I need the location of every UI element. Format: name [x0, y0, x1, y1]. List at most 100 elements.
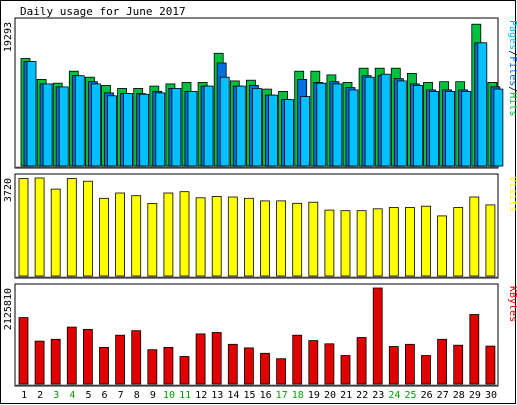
bar-visits-day-29 [469, 196, 480, 277]
bar-visits-day-12 [195, 197, 206, 277]
bar-visits-day-1 [18, 178, 29, 277]
x-tick-label-day-18: 18 [292, 390, 304, 401]
bar-visits-day-23 [372, 208, 383, 277]
bar-visits-day-25 [404, 207, 415, 277]
y-max-label: 19293 [3, 22, 14, 52]
x-tick-label-day-29: 29 [469, 390, 481, 401]
x-tick-label-day-27: 27 [437, 390, 449, 401]
bar-kbytes-day-11 [179, 356, 190, 385]
bar-pages-day-7 [123, 93, 133, 167]
bar-pages-day-30 [493, 88, 504, 167]
bar-pages-day-17 [284, 99, 295, 167]
panel-frame [14, 173, 499, 279]
bar-kbytes-day-16 [260, 352, 270, 385]
bar-visits-day-27 [437, 215, 448, 277]
bar-visits-day-5 [83, 180, 93, 277]
bar-kbytes-day-1 [18, 317, 29, 385]
bar-visits-day-7 [115, 192, 125, 277]
bar-pages-day-12 [203, 85, 214, 167]
bar-visits-day-19 [308, 201, 319, 277]
bar-pages-day-26 [429, 91, 439, 167]
bar-kbytes-day-12 [195, 333, 206, 385]
bar-pages-day-24 [396, 80, 407, 167]
x-tick-label-day-15: 15 [243, 390, 255, 401]
legend-segment: Visits [507, 176, 517, 212]
x-tick-label-day-30: 30 [485, 390, 497, 401]
bar-pages-day-15 [251, 88, 262, 167]
bar-kbytes-day-5 [83, 328, 93, 385]
bar-visits-day-2 [34, 177, 45, 277]
bar-pages-day-27 [445, 91, 456, 167]
bar-kbytes-day-9 [147, 349, 158, 385]
bar-visits-day-9 [147, 203, 158, 277]
legend-label: KBytes [507, 286, 517, 322]
x-tick-label-day-5: 5 [85, 390, 91, 401]
x-tick-label-day-6: 6 [101, 390, 107, 401]
bar-visits-day-15 [243, 197, 254, 277]
x-tick-label-day-26: 26 [421, 390, 433, 401]
bar-pages-day-3 [58, 86, 69, 167]
x-tick-label-day-14: 14 [227, 390, 239, 401]
x-tick-label-day-7: 7 [118, 390, 124, 401]
x-tick-label-day-11: 11 [179, 390, 191, 401]
y-max-label: 2125810 [3, 288, 14, 330]
bar-kbytes-day-25 [404, 343, 415, 385]
bar-kbytes-day-26 [421, 355, 431, 385]
bar-kbytes-day-27 [437, 338, 448, 385]
bar-kbytes-day-30 [485, 345, 496, 385]
bar-visits-day-16 [260, 200, 270, 277]
bar-visits-day-14 [227, 196, 238, 277]
bar-kbytes-day-17 [276, 358, 287, 385]
bar-pages-day-11 [187, 91, 198, 167]
bar-kbytes-day-2 [34, 340, 45, 385]
bar-pages-day-2 [42, 83, 53, 167]
panel-kbytes: 2125810 KBytes [3, 283, 517, 387]
bar-pages-day-8 [139, 93, 150, 167]
bar-kbytes-day-7 [115, 334, 125, 385]
bar-pages-day-22 [364, 76, 375, 167]
bar-visits-day-17 [276, 200, 287, 277]
x-tick-label-day-16: 16 [260, 390, 272, 401]
bar-visits-day-4 [66, 178, 77, 277]
bar-pages-day-6 [107, 95, 117, 167]
x-tick-label-day-23: 23 [372, 390, 384, 401]
bar-visits-day-24 [388, 207, 399, 277]
bar-pages-day-19 [316, 82, 327, 167]
bar-pages-day-16 [268, 94, 278, 167]
x-tick-label-day-24: 24 [388, 390, 400, 401]
bar-kbytes-day-23 [372, 287, 383, 385]
x-tick-label-day-4: 4 [69, 390, 75, 401]
bar-kbytes-day-21 [340, 355, 351, 385]
bar-pages-day-9 [155, 92, 166, 167]
x-tick-label-day-22: 22 [356, 390, 368, 401]
panel-frame [14, 283, 499, 387]
bar-visits-day-10 [163, 192, 174, 277]
bar-kbytes-day-22 [356, 337, 367, 385]
bar-visits-day-18 [292, 202, 303, 277]
bar-kbytes-day-20 [324, 343, 335, 385]
bar-pages-day-23 [380, 73, 391, 167]
x-tick-label-day-2: 2 [37, 390, 43, 401]
bar-visits-day-26 [421, 205, 431, 277]
bar-kbytes-day-15 [243, 347, 254, 385]
legend-segment: Hits [507, 92, 517, 116]
bar-kbytes-day-14 [227, 343, 238, 385]
bar-visits-day-3 [50, 188, 61, 277]
x-tick-label-day-12: 12 [195, 390, 207, 401]
bar-visits-day-11 [179, 191, 190, 277]
bar-kbytes-day-4 [66, 326, 77, 385]
bar-pages-day-25 [412, 85, 423, 167]
legend-segment: Files [507, 56, 517, 86]
x-tick-label-day-20: 20 [324, 390, 336, 401]
bar-kbytes-day-29 [469, 314, 480, 385]
bar-kbytes-day-3 [50, 338, 61, 385]
bar-visits-day-21 [340, 210, 351, 277]
bar-kbytes-day-28 [453, 344, 464, 385]
y-max-label: 3720 [3, 178, 14, 202]
bar-pages-day-18 [300, 96, 311, 167]
x-axis-labels: 1 2 3 4 5 6 7 8 9 10 11 12 13 14 15 16 17 18 19 20 21 22 23 24 2… [21, 390, 497, 401]
x-tick-label-day-1: 1 [21, 390, 27, 401]
bar-pages-day-13 [219, 76, 230, 167]
bar-pages-day-29 [477, 42, 488, 167]
